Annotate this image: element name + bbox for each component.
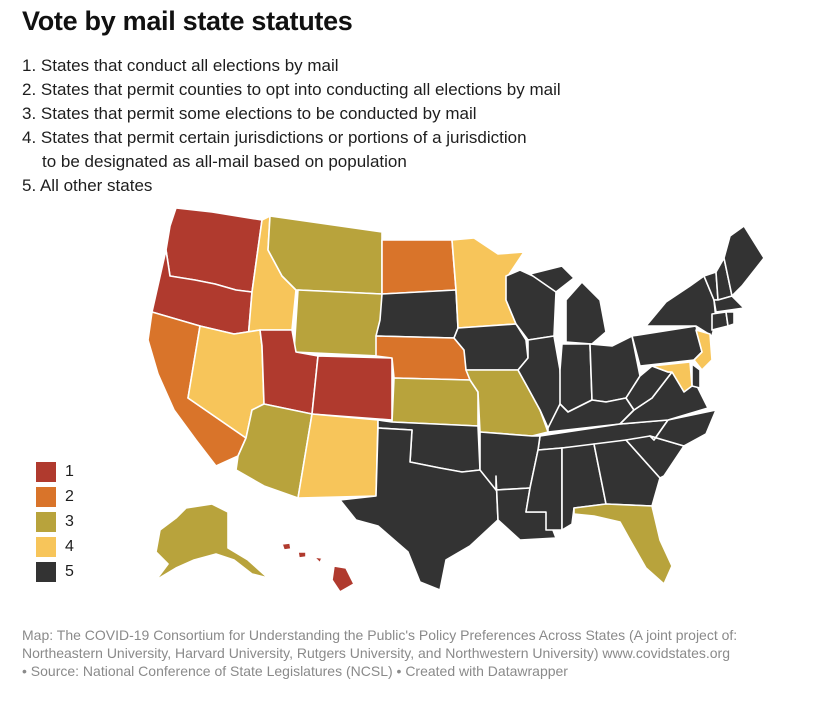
state-il[interactable] (517, 335, 563, 429)
state-ky[interactable] (547, 397, 635, 433)
legend-swatch (36, 561, 56, 582)
state-ga[interactable] (593, 439, 661, 507)
state-mi[interactable] (529, 265, 607, 345)
notes-line-3: • Source: National Conference of State L… (22, 663, 568, 679)
category-description-2: 2. States that permit counties to opt in… (22, 80, 561, 99)
state-md[interactable] (651, 361, 693, 393)
legend-label: 2 (65, 487, 74, 505)
state-wy[interactable] (293, 289, 383, 357)
state-nd[interactable] (381, 239, 457, 295)
state-pa[interactable] (631, 325, 703, 367)
legend-label: 5 (65, 562, 74, 580)
category-description-4-continued: to be designated as all-mail based on po… (42, 152, 407, 171)
state-tx[interactable] (339, 427, 499, 591)
legend-label: 4 (65, 537, 74, 555)
legend-item: 1 (36, 459, 74, 484)
state-ks[interactable] (391, 377, 479, 427)
state-nm[interactable] (297, 413, 379, 499)
state-az[interactable] (235, 403, 313, 499)
state-co[interactable] (311, 355, 393, 421)
category-description-3: 3. States that permit some elections to … (22, 104, 477, 123)
legend-label: 3 (65, 512, 74, 530)
us-states-map (147, 207, 765, 593)
map-notes: Map: The COVID-19 Consortium for Underst… (22, 626, 817, 680)
category-descriptions: 1. States that conduct all elections by … (22, 54, 822, 198)
state-ny[interactable] (645, 275, 717, 337)
legend-item: 3 (36, 509, 74, 534)
state-ri[interactable] (725, 311, 735, 327)
legend-swatch (36, 511, 56, 532)
legend-label: 1 (65, 462, 74, 480)
state-nj[interactable] (693, 329, 713, 371)
legend-item: 5 (36, 559, 74, 584)
state-fl[interactable] (573, 503, 673, 585)
map-title: Vote by mail state statutes (22, 6, 353, 36)
category-description-4: 4. States that permit certain jurisdicti… (22, 128, 527, 147)
category-description-5: 5. All other states (22, 176, 153, 195)
legend-swatch (36, 486, 56, 507)
state-ia[interactable] (453, 323, 529, 371)
state-ak[interactable] (155, 503, 269, 581)
state-sd[interactable] (375, 289, 459, 339)
category-description-1: 1. States that conduct all elections by … (22, 56, 339, 75)
state-me[interactable] (723, 225, 765, 297)
legend-item: 2 (36, 484, 74, 509)
legend-swatch (36, 536, 56, 557)
state-de[interactable] (691, 363, 701, 389)
map-legend: 1 2 3 4 5 (36, 459, 74, 584)
state-sc[interactable] (625, 435, 685, 479)
state-ma[interactable] (713, 295, 745, 313)
legend-item: 4 (36, 534, 74, 559)
state-hi[interactable] (281, 542, 355, 593)
legend-swatch (36, 461, 56, 482)
notes-line-1: Map: The COVID-19 Consortium for Underst… (22, 627, 738, 643)
notes-line-2: Northeastern University, Harvard Univers… (22, 645, 731, 661)
